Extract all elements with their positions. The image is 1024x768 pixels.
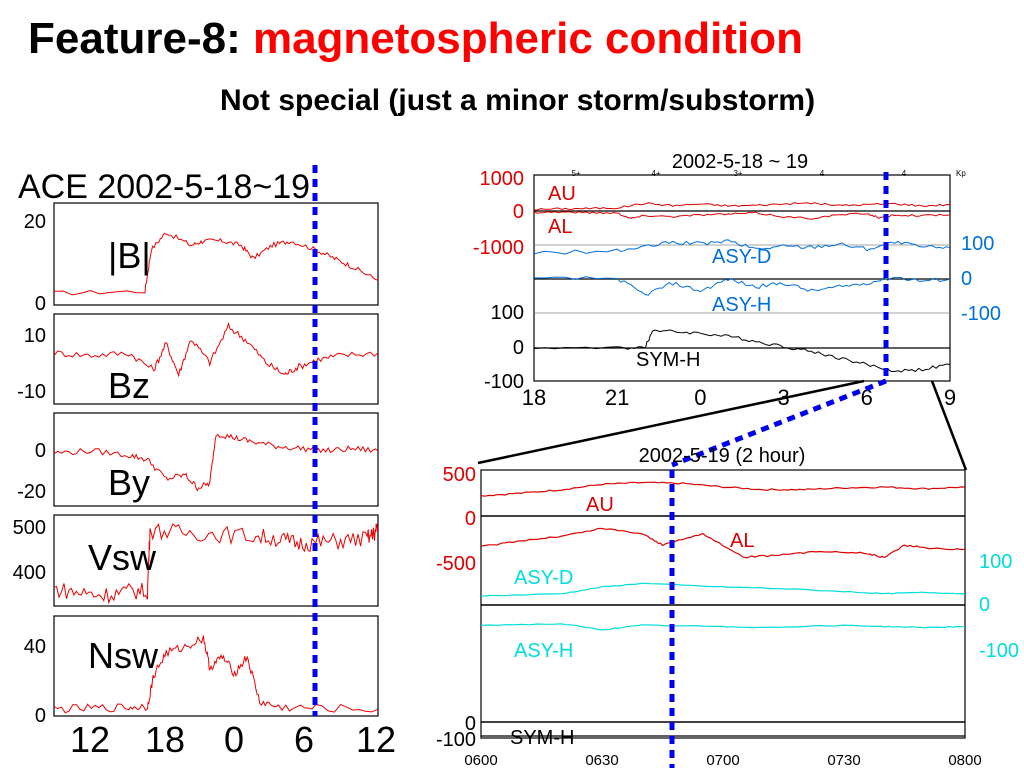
ace-panel-label-4: Nsw [88, 635, 159, 676]
zoom-series-asy-d [480, 582, 966, 597]
ace-ytick-label-4-1: 0 [35, 705, 46, 727]
zoom-xtick-label-2: 0700 [706, 752, 739, 768]
zoom-series-label-al: AL [730, 530, 754, 552]
zoom-xtick-label-3: 0730 [827, 752, 860, 768]
indices-xtick-label-1: 21 [605, 385, 629, 410]
zoom-ytick-label-0-0: 500 [443, 464, 476, 486]
ace-panel-frame-0 [53, 202, 379, 306]
ace-panel-label-0: |B| [108, 235, 151, 276]
zoom-ytick-label-0-1: 0 [465, 508, 476, 530]
indices-ytick-label-0-2: -1000 [473, 237, 524, 259]
ace-xtick-label-4: 12 [356, 719, 396, 760]
indices-ytick-label-2-2: -100 [484, 371, 524, 393]
ace-panel-label-1: Bz [108, 365, 150, 406]
ace-ytick-label-1-1: -10 [17, 381, 46, 403]
ace-ytick-label-1-0: 10 [24, 325, 46, 347]
ace-panel-frame-1 [53, 313, 379, 405]
zoom-title: 2002-5-19 (2 hour) [639, 445, 806, 467]
zoom-series-label-sym-h: SYM-H [510, 727, 574, 749]
ace-xtick-label-3: 6 [294, 719, 314, 760]
indices-ytick-label-2-0: 100 [491, 302, 524, 324]
indices-series-asy-d [533, 239, 951, 255]
ace-ytick-label-2-1: -20 [17, 481, 46, 503]
indices-ytick-label-1-0: 100 [961, 233, 994, 255]
indices-series-asy-h [533, 276, 951, 296]
indices-kp-label-2: 3+ [733, 169, 742, 178]
slide-title: Feature-8: magnetospheric condition [28, 14, 803, 64]
indices-series-label-asy-h: ASY-H [712, 294, 771, 316]
ace-xtick-label-0: 12 [70, 719, 110, 760]
indices-ytick-label-0-1: 0 [513, 201, 524, 223]
ace-ytick-label-0-0: 20 [24, 211, 46, 233]
indices-kp-axis-label: Kp [956, 169, 966, 178]
zoom-connector-right [930, 380, 968, 471]
indices-series-label-asy-d: ASY-D [712, 246, 771, 268]
indices-series-label-au: AU [548, 183, 576, 205]
ace-ytick-label-2-0: 0 [35, 440, 46, 462]
zoom-series-label-au: AU [586, 494, 614, 516]
title-prefix: Feature-8: [28, 14, 241, 63]
ace-ytick-label-3-1: 400 [13, 562, 46, 584]
ace-xtick-label-1: 18 [145, 719, 185, 760]
zoom-ytick-label-1-1: 0 [979, 594, 990, 616]
zoom-connector-left [477, 379, 865, 465]
ace-trace-0 [53, 232, 379, 296]
ace-panel-frame-3 [53, 514, 379, 607]
indices-xtick-label-2: 0 [694, 385, 706, 410]
ace-trace-1 [53, 321, 379, 378]
ace-trace-3 [53, 523, 379, 605]
ace-trace-2 [53, 433, 379, 492]
ace-ytick-label-4-0: 40 [24, 636, 46, 658]
zoom-ytick-label-2-1: -100 [436, 729, 476, 751]
indices-series-label-sym-h: SYM-H [636, 349, 700, 371]
indices-ytick-label-1-1: 0 [961, 268, 972, 290]
indices-kp-label-0: 5+ [571, 169, 580, 178]
zoom-ytick-label-2-0: 0 [465, 713, 476, 735]
zoom-series-al [480, 527, 966, 559]
slide-subtitle: Not special (just a minor storm/substorm… [220, 84, 816, 117]
ace-panel-frame-2 [53, 412, 379, 507]
indices-xtick-label-4: 6 [861, 385, 873, 410]
zoom-series-au [480, 481, 966, 497]
zoom-series-label-asy-d: ASY-D [514, 567, 573, 589]
indices-ytick-label-1-2: -100 [961, 303, 1001, 325]
indices-series-sym-h [533, 329, 951, 373]
indices-kp-label-4: 4 [902, 169, 907, 178]
zoom-xtick-label-1: 0630 [585, 752, 618, 768]
indices-series-label-al: AL [548, 216, 572, 238]
ace-trace-4 [53, 635, 379, 714]
zoom-ytick-label-1-0: 100 [979, 551, 1012, 573]
zoom-xtick-label-0: 0600 [464, 752, 497, 768]
indices-series-al [533, 211, 951, 220]
indices-xtick-label-0: 18 [522, 385, 546, 410]
indices-series-au [533, 202, 951, 211]
indices-kp-label-3: 4 [820, 169, 825, 178]
ace-ytick-label-3-0: 500 [13, 517, 46, 539]
indices-ytick-label-0-0: 1000 [480, 168, 525, 190]
ace-title: ACE 2002-5-18~19 [18, 168, 310, 206]
zoom-ytick-label-1-2: -100 [979, 640, 1019, 662]
title-accent: magnetospheric condition [252, 14, 803, 63]
indices-ytick-label-2-1: 0 [513, 337, 524, 359]
ace-panel-label-3: Vsw [88, 537, 157, 578]
indices-xtick-label-5: 9 [944, 385, 956, 410]
zoom-xtick-label-4: 0800 [948, 752, 981, 768]
zoom-series-asy-h [480, 623, 966, 631]
indices-kp-label-1: 4+ [651, 169, 660, 178]
ace-panel-label-2: By [108, 462, 150, 503]
ace-ytick-label-0-1: 0 [35, 293, 46, 315]
zoom-marker-connector [671, 378, 887, 468]
zoom-ytick-label-0-2: -500 [436, 553, 476, 575]
zoom-series-label-asy-h: ASY-H [514, 640, 573, 662]
ace-panel-frame-4 [53, 615, 379, 717]
zoom-frame [480, 469, 966, 739]
ace-xtick-label-2: 0 [224, 719, 244, 760]
indices-title: 2002-5-18 ~ 19 [672, 151, 808, 173]
